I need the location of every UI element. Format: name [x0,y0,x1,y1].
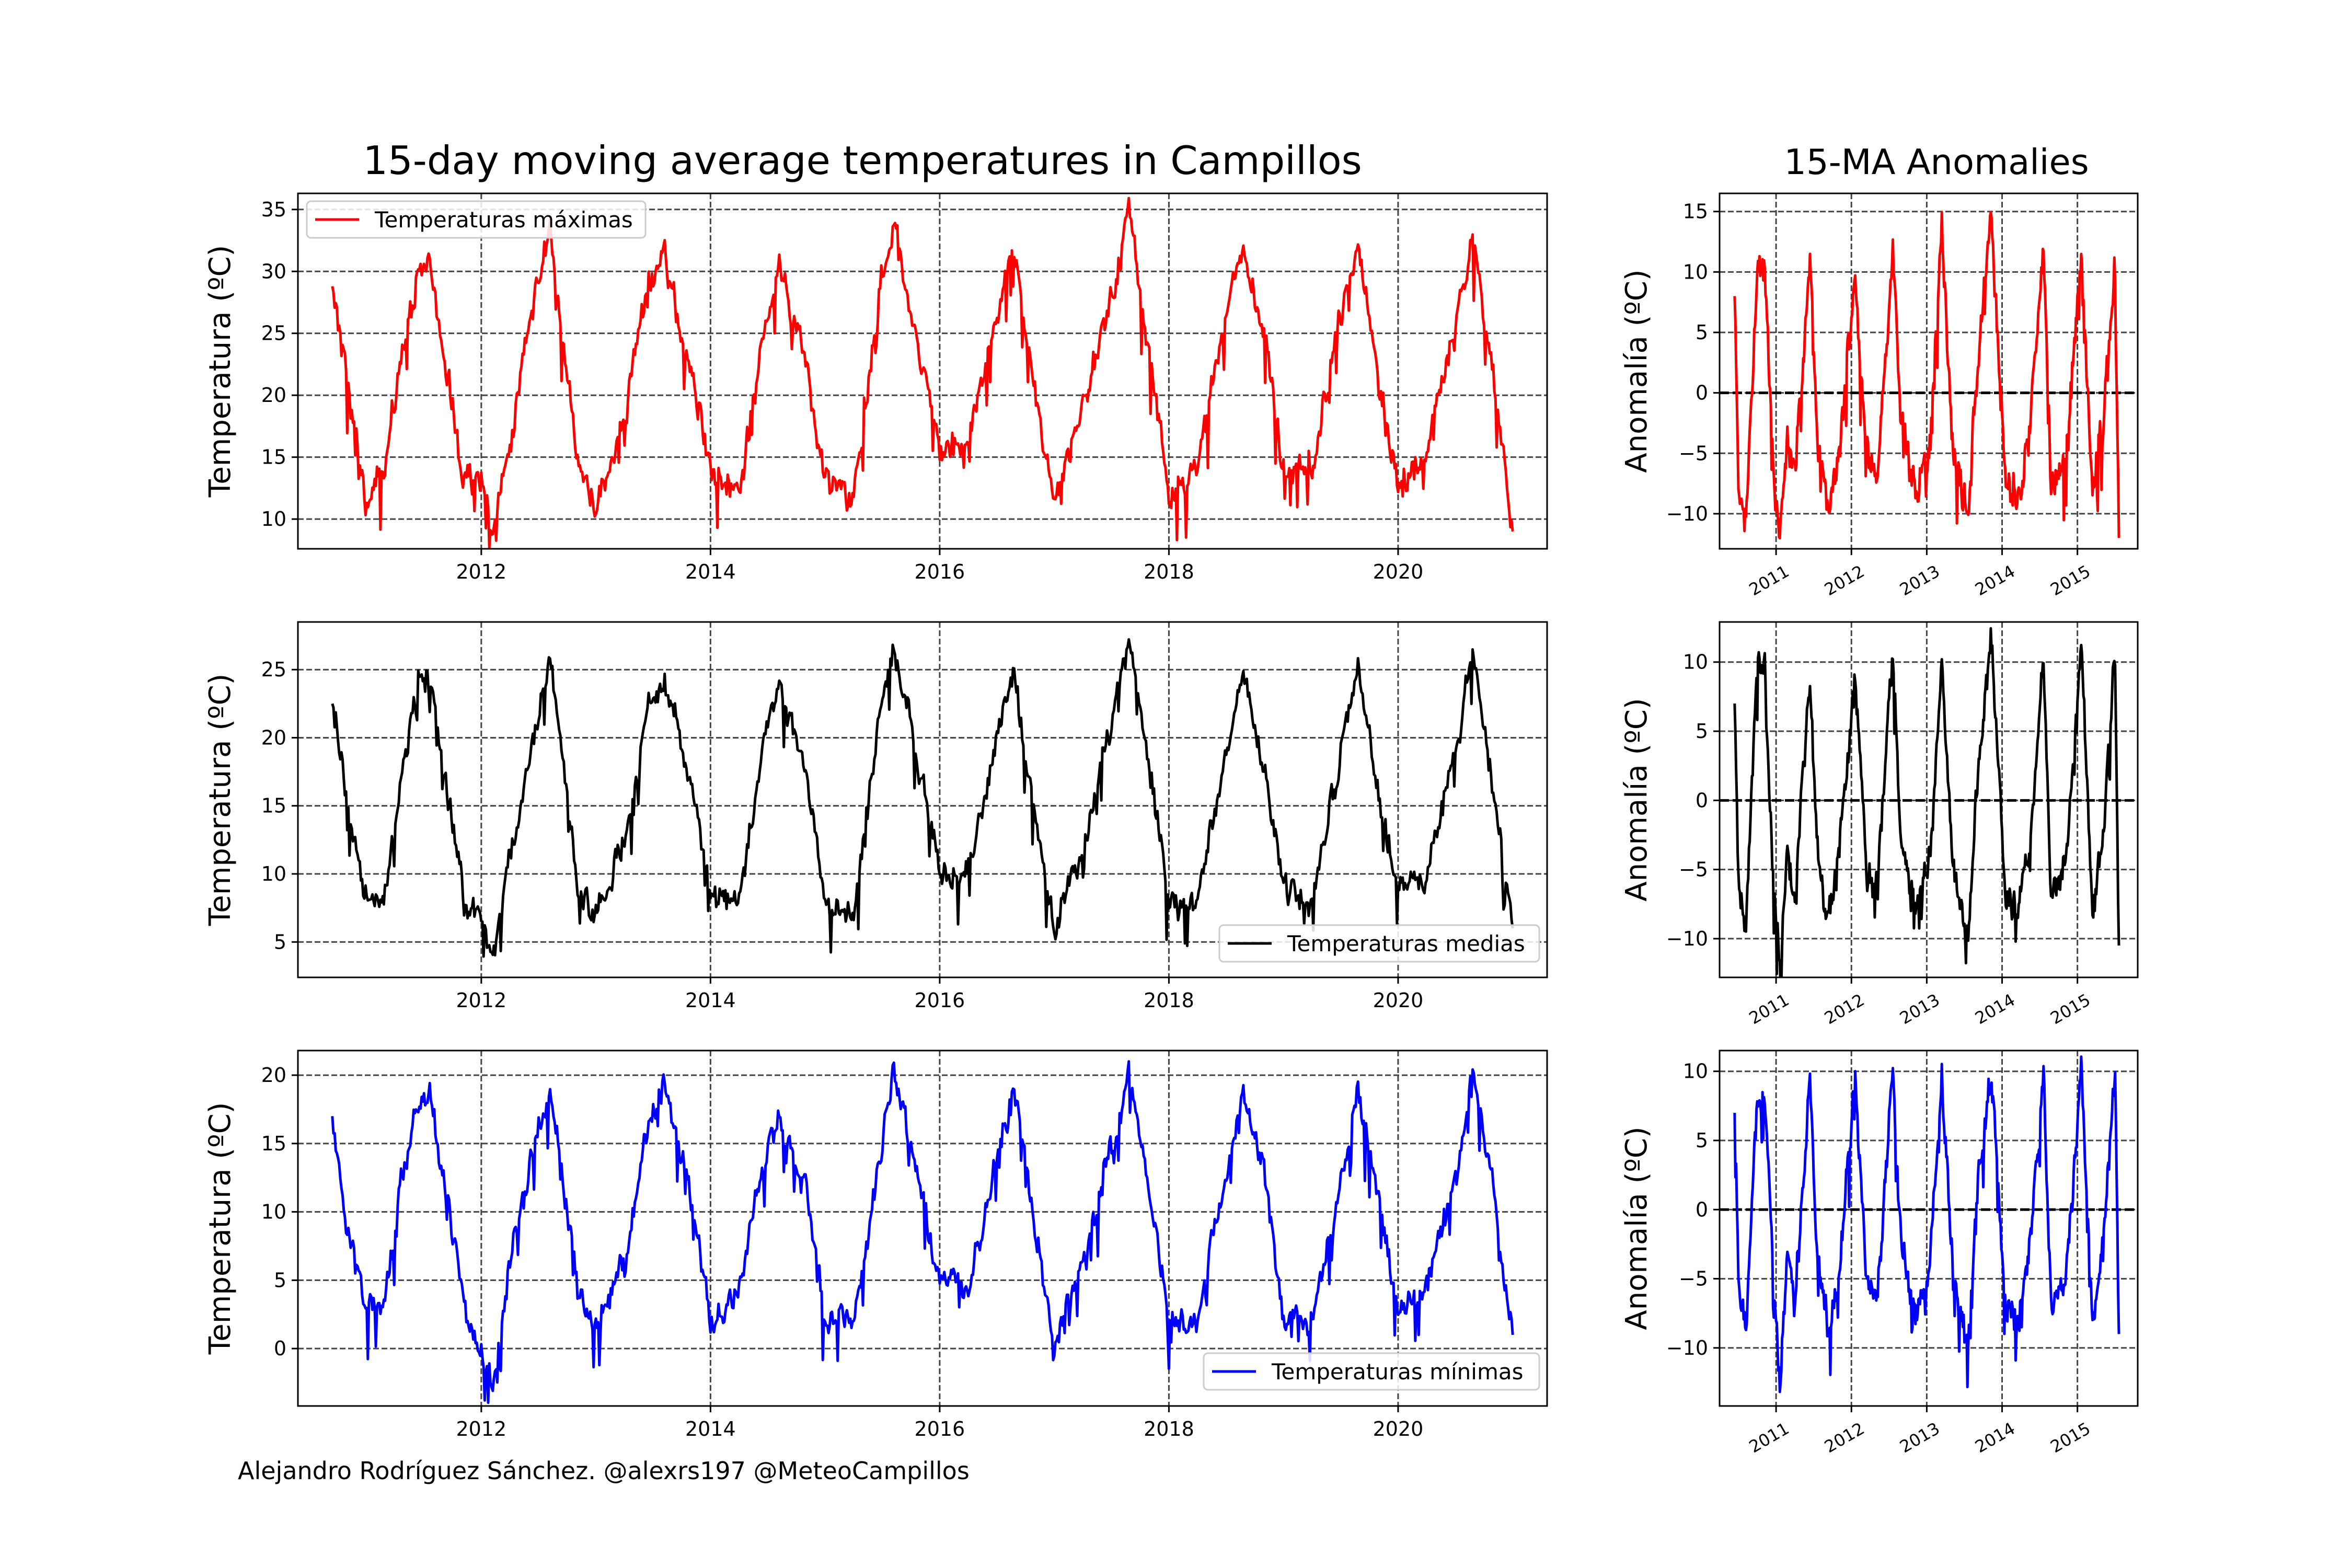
plot-frame [1719,192,2139,550]
x-tick-label: 2018 [1144,1417,1194,1440]
y-tick-label: −10 [1666,502,1708,525]
panel-max-moving-average: 2012 2014 2016 2018 2020 10 15 20 25 30 35 Temperat… [203,192,1548,583]
y-tick-label: 0 [1696,789,1708,812]
y-tick-label: 10 [1683,260,1708,283]
y-tick-label: 0 [1696,1198,1708,1221]
y-tick-label: 35 [261,198,286,221]
y-tick-label: 10 [261,1201,286,1224]
y-tick-label: 10 [261,508,286,531]
y-axis-label: Temperatura (ºC) [203,245,237,498]
y-tick-label: 0 [1696,382,1708,405]
x-tick-label: 2014 [685,1417,736,1440]
legend-box [1218,924,1540,963]
series-line [1733,211,2120,540]
y-axis-label: Anomalía (ºC) [1620,1126,1654,1330]
x-tick-label: 2012 [456,560,506,583]
y-axis-label: Temperatura (ºC) [203,1102,237,1355]
legend: Temperaturas máximas [306,200,647,239]
legend: Temperaturas mínimas [1203,1352,1540,1391]
y-tick-label: 10 [1683,651,1708,674]
y-tick-label: 10 [1683,1060,1708,1083]
anomalies-title: 15-MA Anomalies [1784,142,2089,182]
x-tick-label: 2012 [456,989,506,1012]
y-tick-label: 10 [261,862,286,885]
plot-frame [297,1050,1548,1407]
y-tick-label: 25 [261,658,286,681]
y-tick-label: −5 [1679,442,1708,465]
series-line [331,1060,1514,1404]
y-tick-label: 15 [261,794,286,817]
y-tick-label: 30 [261,260,286,283]
legend: Temperaturas medias [1218,924,1540,963]
panel-mean-moving-average: 2012 2014 2016 2018 2020 5 10 15 20 25 Temperatura… [203,621,1548,1012]
x-tick-label: 2020 [1373,1417,1424,1440]
series-line [331,638,1514,958]
x-tick-label: 2018 [1144,560,1194,583]
panel-min-moving-average: 2012 2014 2016 2018 2020 0 5 10 15 20 Temperatura … [203,1050,1548,1440]
x-tick-label: 2014 [685,989,736,1012]
series-line [331,197,1514,549]
x-tick-label: 2016 [915,560,965,583]
y-tick-label: 5 [274,930,286,953]
y-tick-label: −10 [1666,927,1708,950]
y-tick-label: 20 [261,1064,286,1087]
plot-frame [1719,1050,2139,1407]
legend-label: Temperaturas máximas [374,207,633,233]
y-tick-label: 5 [1696,1129,1708,1152]
y-axis-label: Temperatura (ºC) [203,674,237,927]
x-tick-label: 2020 [1373,989,1424,1012]
y-tick-label: 20 [261,726,286,749]
y-tick-label: −5 [1679,1267,1708,1290]
y-tick-label: 5 [1696,321,1708,344]
x-tick-label: 2016 [915,989,965,1012]
y-tick-label: 20 [261,384,286,407]
x-tick-label: 2018 [1144,989,1194,1012]
y-tick-label: 5 [274,1269,286,1292]
main-title: 15-day moving average temperatures in Ca… [363,137,1362,183]
y-tick-label: 5 [1696,720,1708,743]
plot-frame [297,192,1548,550]
series-line [1733,627,2120,977]
y-tick-label: 25 [261,322,286,345]
plot-frame [297,621,1548,978]
series-line [1733,1055,2120,1393]
credit-text: Alejandro Rodríguez Sánchez. @alexrs197 … [238,1457,970,1485]
y-tick-label: 15 [261,446,286,469]
legend-label: Temperaturas mínimas [1271,1359,1524,1385]
y-tick-label: −10 [1666,1336,1708,1359]
y-axis-label: Anomalía (ºC) [1620,269,1654,472]
y-tick-label: −5 [1679,858,1708,881]
x-tick-label: 2016 [915,1417,965,1440]
x-tick-label: 2014 [685,560,736,583]
y-tick-label: 0 [274,1337,286,1360]
legend-box [306,200,647,239]
legend-box [1203,1352,1540,1391]
y-axis-label: Anomalía (ºC) [1620,698,1654,901]
x-tick-label: 2020 [1373,560,1424,583]
y-tick-label: 15 [1683,200,1708,223]
legend-label: Temperaturas medias [1287,931,1525,956]
y-tick-label: 15 [261,1132,286,1155]
x-tick-label: 2012 [456,1417,506,1440]
